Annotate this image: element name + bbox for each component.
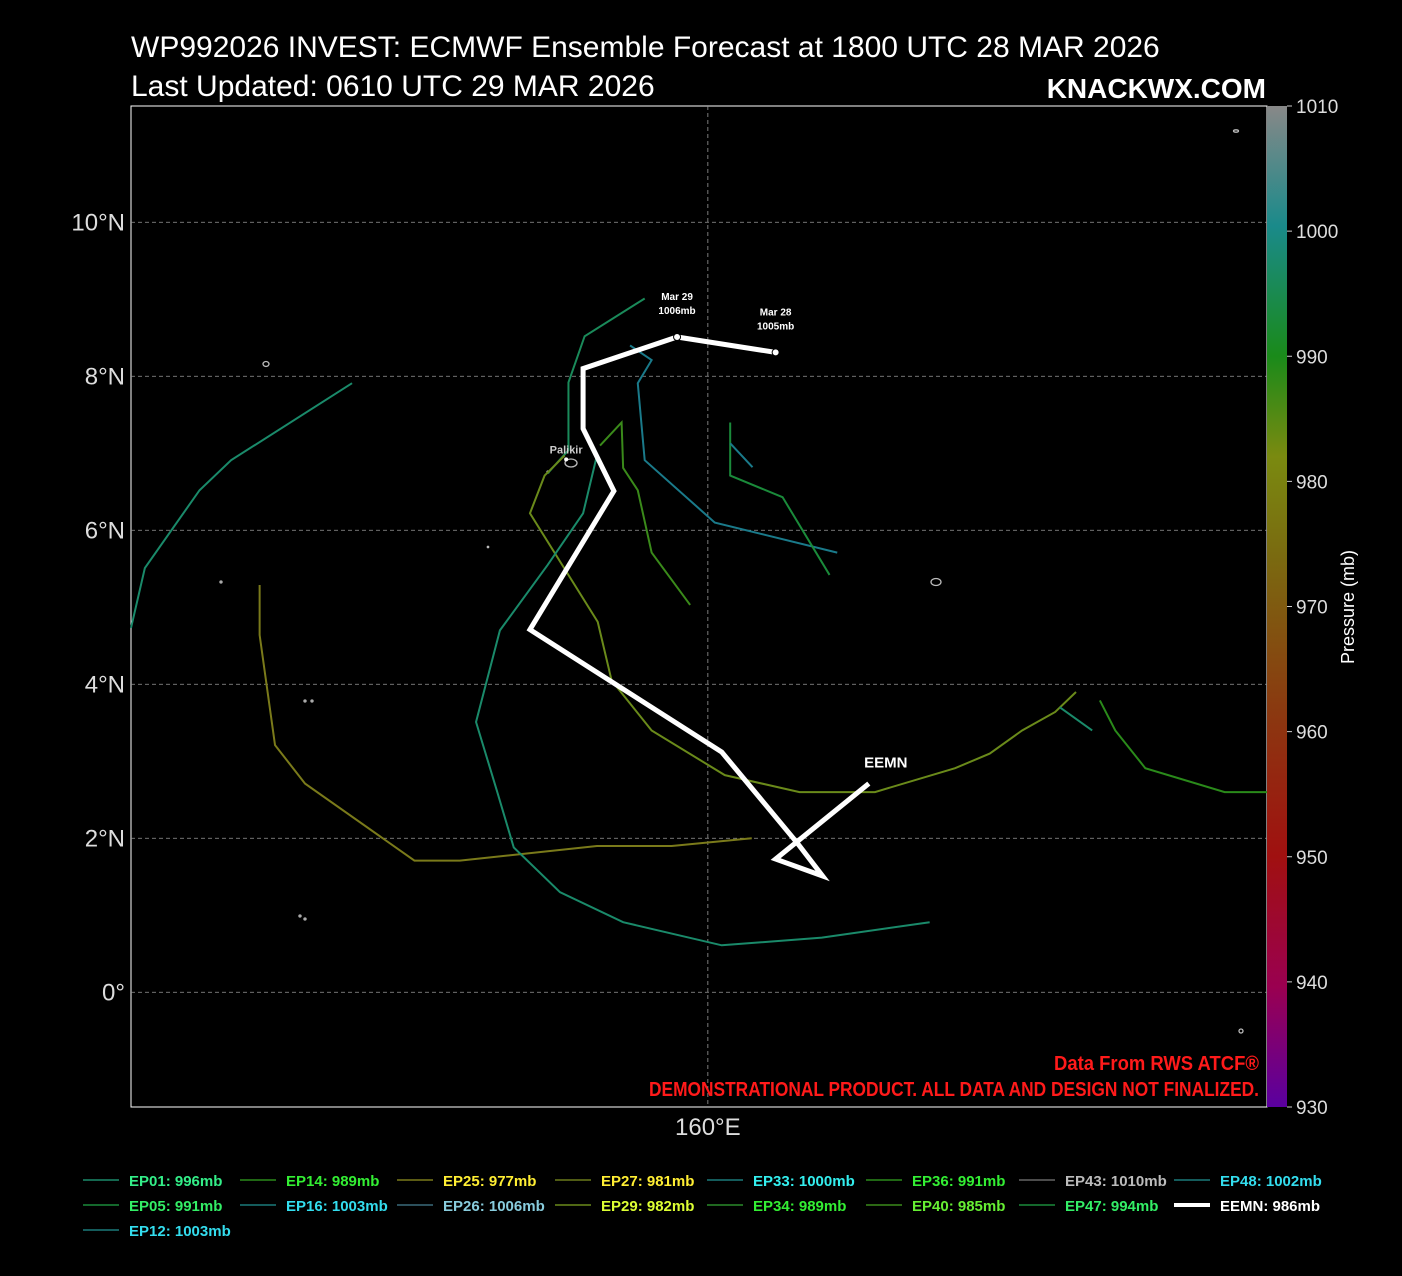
legend-label: EP14: 989mb	[286, 1173, 379, 1190]
legend-label: EP27: 981mb	[601, 1173, 694, 1190]
legend-label: EP25: 977mb	[443, 1173, 536, 1190]
lat-tick-label: 0°	[102, 979, 125, 1006]
point-pressure: 1006mb	[658, 306, 695, 317]
colorbar-tick-label: 980	[1296, 472, 1328, 493]
track	[474, 458, 930, 947]
legend-label: EP48: 1002mb	[1220, 1173, 1322, 1190]
track	[729, 442, 754, 468]
track	[1098, 699, 1267, 794]
subtitle: Last Updated: 0610 UTC 29 MAR 2026	[131, 70, 655, 103]
mean-label: EEMN	[864, 755, 907, 772]
legend-label: EP01: 996mb	[129, 1173, 222, 1190]
lat-tick-label: 10°N	[71, 209, 125, 236]
track	[729, 422, 831, 576]
legend-label: EP29: 982mb	[601, 1198, 694, 1215]
legend-label: EP36: 991mb	[912, 1173, 1005, 1190]
colorbar-label: Pressure (mb)	[1338, 550, 1358, 664]
point-date: Mar 29	[661, 292, 693, 303]
colorbar-tick-label: 950	[1296, 848, 1328, 869]
track	[528, 454, 1077, 794]
plot-frame	[130, 105, 1268, 1108]
colorbar-tick-label: 970	[1296, 598, 1328, 619]
legend-label: EP47: 994mb	[1065, 1198, 1158, 1215]
lat-tick-label: 8°N	[85, 363, 125, 390]
legend-label: EP26: 1006mb	[443, 1198, 545, 1215]
colorbar-tick-label: 1010	[1296, 97, 1338, 118]
legend-label: EP12: 1003mb	[129, 1223, 231, 1240]
place-marker	[564, 457, 569, 462]
place-label: Palikir	[550, 444, 584, 456]
credit: Data From RWS ATCF®	[1054, 1053, 1259, 1075]
track	[258, 584, 752, 862]
track-point	[673, 333, 682, 341]
point-date: Mar 28	[760, 307, 792, 318]
colorbar-tick-label: 960	[1296, 723, 1328, 744]
legend-label: EP40: 985mb	[912, 1198, 1005, 1215]
legend-label: EEMN: 986mb	[1220, 1198, 1320, 1215]
track-point	[771, 348, 780, 357]
legend-label: EP05: 991mb	[129, 1198, 222, 1215]
track	[130, 382, 353, 629]
point-pressure: 1005mb	[757, 321, 794, 332]
lat-tick-label: 6°N	[85, 517, 125, 544]
brand: KNACKWX.COM	[1047, 73, 1266, 104]
colorbar-ticks: 930 940 950 960 970 980 990 1000 1010	[1287, 97, 1338, 1119]
legend-label: EP34: 989mb	[753, 1198, 846, 1215]
colorbar-tick-label: 940	[1296, 973, 1328, 994]
track	[1059, 706, 1093, 732]
labels: Mar 29 1006mb Mar 28 1005mb Palikir EEMN	[550, 292, 908, 772]
colorbar-tick-label: 1000	[1296, 222, 1338, 243]
lon-tick-label: 160°E	[675, 1114, 741, 1141]
islands	[219, 129, 1244, 1034]
legend: EP01: 996mb EP14: 989mb EP25: 977mb EP27: 9…	[83, 1173, 1322, 1240]
track	[599, 420, 691, 606]
grid: 0° 2°N 4°N 6°N 8°N 10°N 160°E	[71, 106, 1267, 1141]
track	[526, 334, 871, 882]
colorbar-tick-label: 930	[1296, 1098, 1328, 1119]
track	[629, 344, 838, 554]
tracks	[130, 297, 1267, 947]
title: WP992026 INVEST: ECMWF Ensemble Forecast…	[131, 31, 1160, 64]
legend-label: EP43: 1010mb	[1065, 1173, 1167, 1190]
lat-tick-label: 2°N	[85, 825, 125, 852]
colorbar	[1267, 106, 1287, 1107]
disclaimer: DEMONSTRATIONAL PRODUCT. ALL DATA AND DE…	[649, 1079, 1259, 1101]
lat-tick-label: 4°N	[85, 671, 125, 698]
legend-label: EP33: 1000mb	[753, 1173, 855, 1190]
legend-label: EP16: 1003mb	[286, 1198, 388, 1215]
colorbar-tick-label: 990	[1296, 347, 1328, 368]
